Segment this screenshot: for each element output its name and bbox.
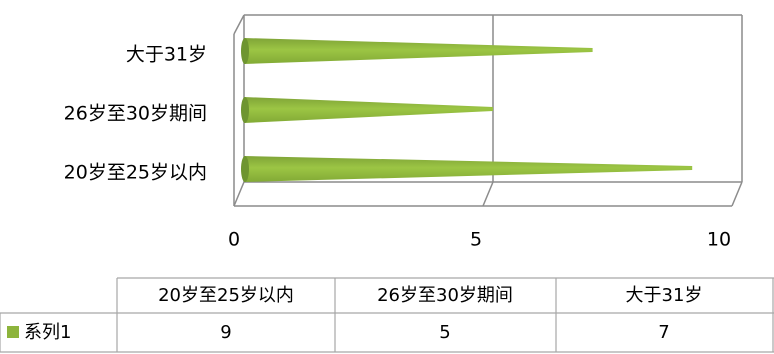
category-label-2: 大于31岁 xyxy=(126,44,207,66)
gridlines xyxy=(482,15,743,207)
bar-base-1 xyxy=(241,97,249,123)
table-value-0: 9 xyxy=(220,322,231,343)
category-labels: 20岁至25岁以内 26岁至30岁期间 大于31岁 xyxy=(64,44,207,184)
bar-0 xyxy=(244,156,693,182)
table-header-0: 20岁至25岁以内 xyxy=(158,285,294,306)
bar-base-0 xyxy=(241,156,249,182)
legend-swatch xyxy=(7,326,19,338)
bar-base-2 xyxy=(241,38,249,64)
data-table-header: 20岁至25岁以内 26岁至30岁期间 大于31岁 xyxy=(158,285,702,306)
category-label-1: 26岁至30岁期间 xyxy=(64,103,207,125)
floor-gridline-2 xyxy=(731,181,743,207)
side-wall-top-edge xyxy=(233,14,245,35)
category-label-0: 20岁至25岁以内 xyxy=(64,162,207,184)
table-value-2: 7 xyxy=(658,322,669,343)
x-tick-labels: 0 5 10 xyxy=(228,229,731,251)
bar-1 xyxy=(244,97,493,123)
x-tick-label-1: 5 xyxy=(470,229,482,251)
bar-2 xyxy=(244,38,593,64)
floor-gridline-1 xyxy=(482,181,494,207)
legend-series-name: 系列1 xyxy=(24,322,71,343)
data-table xyxy=(0,277,774,353)
table-header-2: 大于31岁 xyxy=(626,285,703,306)
data-table-row: 系列1 9 5 7 xyxy=(7,322,670,343)
bars xyxy=(241,38,693,182)
x-tick-label-2: 10 xyxy=(707,229,731,251)
table-value-1: 5 xyxy=(439,322,450,343)
floor-side-edge xyxy=(233,181,245,207)
x-tick-label-0: 0 xyxy=(228,229,240,251)
table-header-1: 26岁至30岁期间 xyxy=(377,285,513,306)
